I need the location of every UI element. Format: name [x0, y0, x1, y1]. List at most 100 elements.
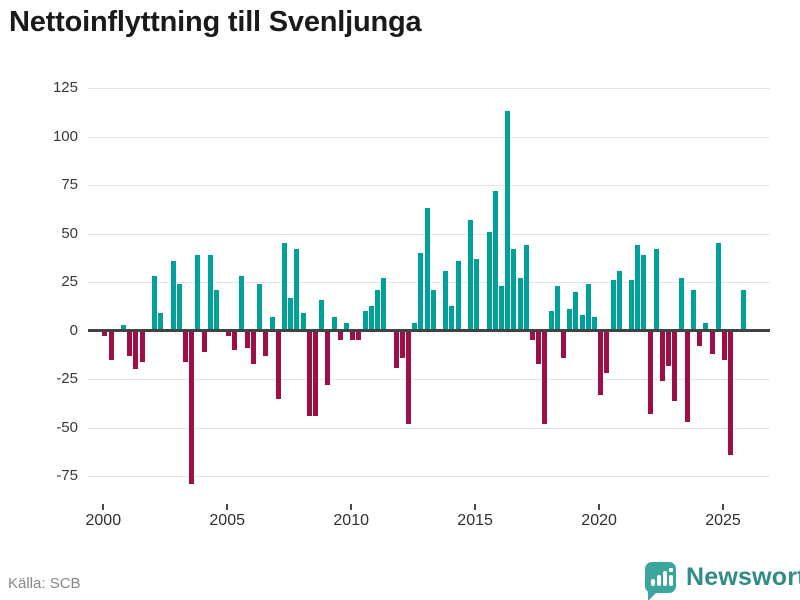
bar-positive	[412, 322, 418, 331]
bar-negative	[350, 330, 356, 341]
bar-negative	[251, 330, 256, 364]
gridline	[88, 476, 770, 478]
bar-negative	[133, 330, 139, 370]
bar-positive	[362, 311, 368, 331]
x-axis-label: 2005	[209, 512, 245, 529]
bar-positive	[498, 286, 504, 331]
bar-positive	[629, 280, 634, 331]
bar-positive	[678, 278, 684, 331]
bar-positive	[474, 258, 480, 331]
bar-positive	[294, 249, 300, 331]
bar-negative	[647, 330, 653, 415]
bar-positive	[511, 249, 517, 331]
bar-positive	[300, 313, 306, 331]
gridline	[88, 427, 770, 429]
x-axis-label: 2025	[705, 512, 741, 529]
logo-exclamation-line	[669, 575, 673, 586]
gridline	[88, 185, 770, 187]
x-axis-tick	[722, 504, 724, 510]
y-axis-label: 50	[61, 224, 78, 242]
bar-positive	[282, 243, 287, 331]
bar-negative	[306, 330, 312, 417]
bar-positive	[424, 208, 430, 331]
bar-positive	[238, 276, 244, 331]
bar-negative	[542, 330, 548, 424]
bar-positive	[616, 270, 622, 331]
bar-positive	[610, 280, 616, 331]
bar-negative	[356, 330, 362, 341]
bar-negative	[139, 330, 145, 362]
bar-positive	[653, 249, 659, 331]
bar-positive	[158, 313, 164, 331]
newsworthy-logo[interactable]: Newsworthy	[645, 562, 800, 600]
zero-baseline	[88, 329, 770, 332]
bar-negative	[232, 330, 238, 351]
x-axis-label: 2010	[333, 512, 369, 529]
bar-negative	[337, 330, 343, 341]
bar-negative	[560, 330, 566, 358]
bar-negative	[709, 330, 715, 354]
bar-positive	[344, 322, 349, 331]
bar-positive	[257, 284, 263, 331]
x-axis-tick	[102, 504, 105, 510]
bar-positive	[151, 276, 157, 331]
bar-negative	[226, 330, 232, 337]
y-axis-label: 0	[69, 321, 78, 339]
bar-positive	[430, 289, 436, 331]
bar-positive	[554, 286, 560, 331]
bar-positive	[492, 190, 498, 331]
x-axis-label: 2015	[457, 512, 493, 529]
y-axis-label: -25	[56, 370, 78, 388]
bar-positive	[467, 220, 473, 331]
bar-positive	[269, 317, 275, 331]
bar-positive	[443, 270, 449, 331]
bar-positive	[120, 324, 126, 331]
bar-negative	[598, 330, 604, 395]
newsworthy-pin-barchart-icon	[645, 562, 676, 600]
bar-negative	[660, 330, 665, 382]
bar-negative	[102, 330, 108, 337]
y-axis-label: 100	[52, 127, 78, 145]
source-attribution: Källa: SCB	[8, 575, 81, 592]
bar-positive	[213, 289, 219, 331]
bar-negative	[728, 330, 734, 455]
x-axis-tick	[226, 504, 229, 510]
bar-positive	[455, 260, 461, 331]
bar-positive	[288, 297, 294, 331]
bar-negative	[604, 330, 610, 374]
chart-title: Nettoinflyttning till Svenljunga	[9, 6, 422, 38]
bar-negative	[182, 330, 188, 362]
x-axis-label: 2000	[85, 512, 122, 529]
bar-positive	[331, 317, 337, 331]
bar-negative	[263, 330, 269, 356]
bar-negative	[684, 330, 690, 422]
y-axis-label: -75	[56, 467, 78, 485]
bar-positive	[505, 111, 511, 331]
brand-name: Newsworthy	[686, 563, 800, 591]
bar-positive	[381, 278, 387, 331]
y-axis-label: 25	[61, 273, 78, 291]
bar-positive	[691, 289, 696, 331]
bar-negative	[189, 330, 195, 485]
bar-positive	[585, 284, 591, 331]
gridline	[88, 88, 770, 89]
bar-positive	[523, 245, 529, 331]
gridline	[88, 136, 770, 138]
bar-positive	[740, 289, 746, 331]
bar-positive	[486, 231, 492, 331]
bar-negative	[722, 330, 727, 360]
bar-negative	[393, 330, 399, 368]
bar-negative	[244, 330, 250, 349]
bar-negative	[325, 330, 331, 386]
logo-bar-medium	[657, 575, 661, 586]
bar-positive	[195, 255, 201, 331]
bar-positive	[567, 309, 573, 331]
y-axis-label: 125	[52, 79, 78, 96]
bar-positive	[579, 315, 585, 331]
bar-positive	[207, 255, 213, 331]
logo-bar-small	[651, 579, 655, 586]
gridline	[88, 379, 770, 381]
logo-bar-tall	[663, 571, 667, 586]
bar-positive	[319, 299, 325, 331]
